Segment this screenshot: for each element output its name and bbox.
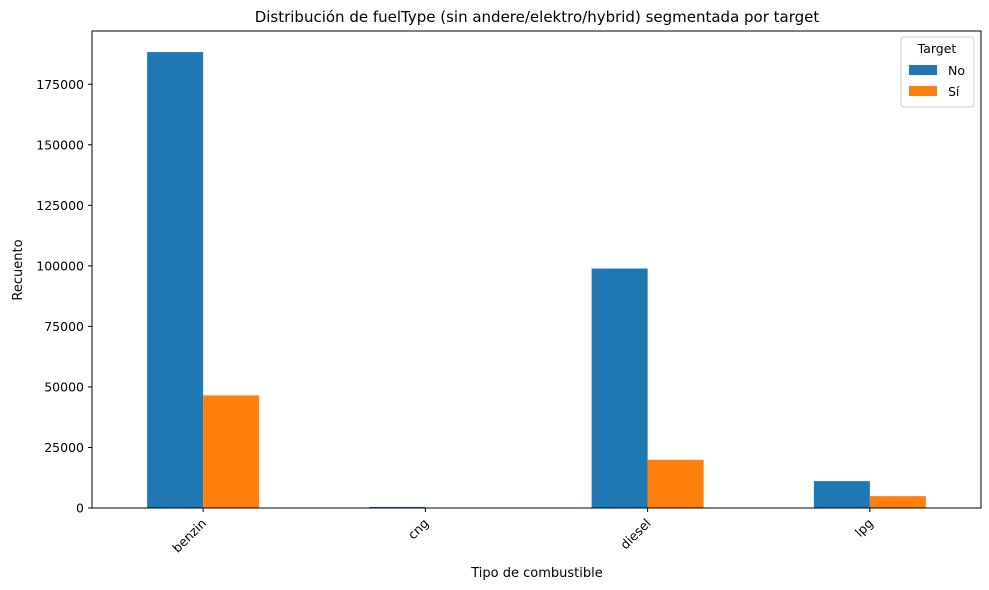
bar-diesel-No	[591, 268, 648, 508]
y-tick-label: 75000	[44, 319, 84, 334]
bar-lpg-No	[813, 481, 870, 508]
y-tick-label: 125000	[36, 198, 84, 213]
legend-entry-No: No	[948, 63, 965, 78]
legend: Target No Sí	[900, 36, 975, 108]
bar-lpg-Sí	[869, 496, 926, 508]
x-tick-label-lpg: lpg	[852, 516, 876, 540]
plot-area: 0 25000 50000 75000 100000 125000 150000 175000…	[36, 30, 982, 556]
legend-title: Target	[917, 41, 957, 56]
bar-benzin-No	[147, 52, 204, 508]
x-tick-label-benzin: benzin	[169, 516, 209, 556]
y-tick-label: 150000	[36, 137, 84, 152]
legend-entry-Sí: Sí	[948, 84, 960, 99]
chart-title: Distribución de fuelType (sin andere/ele…	[255, 8, 820, 26]
legend-swatch-Sí	[909, 86, 937, 96]
bar-benzin-Sí	[203, 395, 260, 508]
y-tick-label: 50000	[44, 379, 84, 394]
y-tick-label: 175000	[36, 77, 84, 92]
x-axis-title: Tipo de combustible	[470, 566, 602, 581]
y-tick-label: 0	[76, 501, 84, 516]
bar-diesel-Sí	[647, 459, 704, 508]
bar-cng-No	[369, 506, 426, 508]
y-axis-title: Recuento	[11, 239, 26, 300]
x-tick-label-diesel: diesel	[617, 516, 654, 553]
axes-frame	[91, 30, 982, 509]
y-tick-label: 25000	[44, 440, 84, 455]
y-tick-label: 100000	[36, 258, 84, 273]
x-tick-label-cng: cng	[405, 516, 432, 543]
legend-swatch-No	[909, 65, 937, 75]
